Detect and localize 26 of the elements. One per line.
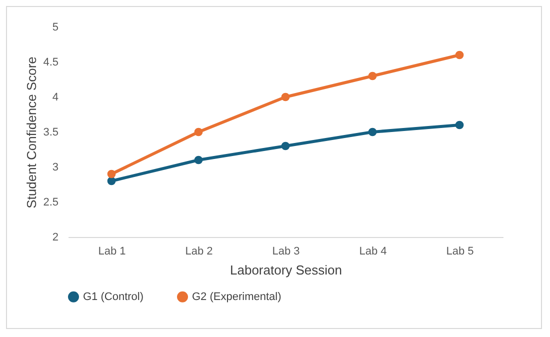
legend-label: G1 (Control) bbox=[83, 290, 144, 303]
point bbox=[281, 142, 290, 150]
y-tick-label: 4 bbox=[52, 92, 58, 104]
x-tick-label: Lab 1 bbox=[98, 246, 126, 258]
x-axis-title: Laboratory Session bbox=[230, 262, 342, 278]
x-tick-label: Lab 2 bbox=[185, 246, 213, 258]
point bbox=[455, 120, 464, 130]
y-tick-label: 5 bbox=[52, 22, 58, 34]
legend-label: G2 (Experimental) bbox=[192, 290, 282, 303]
y-tick-label: 3 bbox=[52, 162, 58, 174]
x-tick-label: Lab 3 bbox=[272, 246, 300, 258]
point bbox=[107, 176, 116, 186]
point bbox=[194, 128, 203, 136]
point bbox=[368, 72, 377, 80]
point bbox=[281, 92, 290, 102]
x-tick-label: Lab 4 bbox=[359, 246, 387, 258]
point bbox=[107, 170, 116, 178]
point bbox=[368, 128, 377, 136]
x-tick-label: Lab 5 bbox=[446, 246, 474, 258]
point bbox=[455, 50, 464, 60]
y-axis-title: Student Confidence Score bbox=[24, 56, 40, 208]
y-tick-label: 3.5 bbox=[43, 126, 58, 138]
y-tick-label: 2 bbox=[52, 232, 58, 244]
y-tick-label: 4.5 bbox=[43, 56, 58, 68]
point bbox=[194, 156, 203, 164]
y-tick-label: 2.5 bbox=[43, 196, 58, 208]
